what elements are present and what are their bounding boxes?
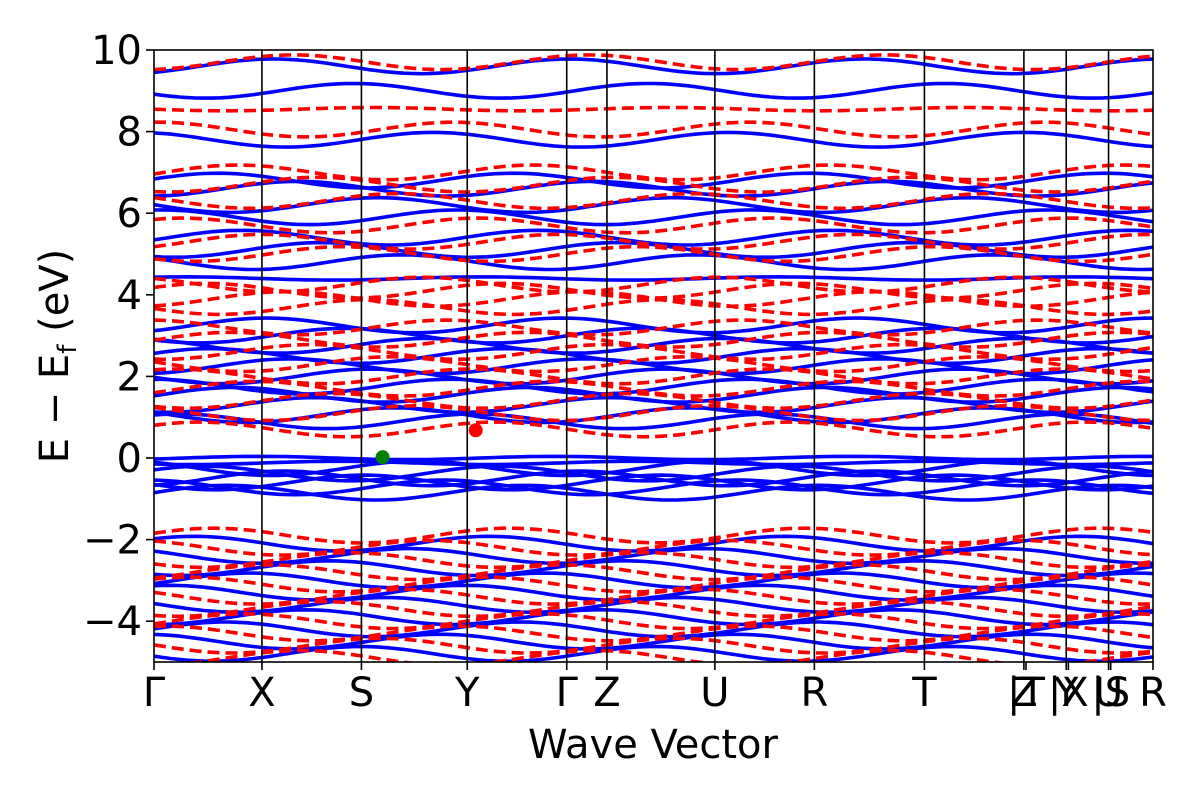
- dashed-band-10: [154, 289, 1153, 309]
- dashed-band-1: [154, 403, 1153, 423]
- x-tick-label-10: |T: [1007, 670, 1045, 716]
- dashed-band-31: [154, 636, 1153, 655]
- dashed-band-26: [154, 575, 1153, 594]
- dashed-band-21: [154, 53, 1153, 72]
- x-tick-label-13: U: [1094, 670, 1123, 716]
- x-tick-label-4: Γ: [556, 670, 579, 716]
- dashed-band-14: [154, 232, 1153, 251]
- dashed-band-30: [154, 624, 1153, 643]
- dashed-band-28: [154, 599, 1153, 619]
- dashed-band-5: [154, 354, 1153, 374]
- y-tick-label-1: −2: [83, 518, 142, 564]
- x-tick-label-15: R: [1139, 670, 1167, 716]
- solid-band-39: [154, 644, 1153, 662]
- solid-band-8: [154, 412, 1153, 431]
- dashed-band-18: [154, 163, 1153, 182]
- y-tick-label-6: 8: [117, 110, 142, 156]
- solid-band-6: [154, 459, 1153, 467]
- dashed-band-0: [154, 420, 1153, 439]
- y-tick-label-5: 6: [117, 191, 142, 237]
- dashed-band-4: [154, 367, 1153, 386]
- x-tick-label-7: R: [800, 670, 828, 716]
- y-tick-label-4: 4: [117, 273, 142, 319]
- solid-band-23: [154, 208, 1153, 227]
- solid-band-15: [154, 346, 1153, 366]
- dashed-band-24: [154, 550, 1153, 570]
- dashed-band-20: [154, 105, 1153, 113]
- dashed-band-32: [183, 648, 1153, 662]
- dashed-band-19: [154, 120, 1153, 139]
- dashed-band-9: [154, 297, 1153, 317]
- plot-frame: [153, 49, 1154, 663]
- y-tick-label-7: 10: [91, 28, 142, 74]
- solid-band-28: [154, 81, 1153, 100]
- x-tick-label-1: X: [248, 670, 275, 716]
- y-tick-label-3: 2: [117, 354, 142, 400]
- x-tick-label-9: Z: [1010, 670, 1037, 716]
- dashed-band-17: [154, 175, 1153, 194]
- solid-band-4: [154, 464, 1153, 483]
- dashed-band-3: [154, 379, 1153, 398]
- solid-band-18: [154, 316, 1153, 335]
- solid-band-30: [154, 534, 1153, 553]
- dashed-band-11: [154, 281, 1153, 300]
- x-tick-label-5: Z: [593, 670, 620, 716]
- x-tick-label-6: U: [700, 670, 729, 716]
- dashed-band-13: [154, 244, 1153, 264]
- y-tick-label-2: 0: [117, 436, 142, 482]
- high-symmetry-lines: [261, 50, 1110, 662]
- solid-band-11: [154, 385, 1153, 404]
- solid-band-16: [154, 336, 1153, 355]
- y-axis-label: E − Ef (eV): [32, 249, 83, 464]
- markers-layer: [375, 423, 483, 465]
- x-tick-label-14: |S: [1091, 670, 1130, 716]
- solid-band-27: [154, 130, 1153, 149]
- band-extremum-marker-1: [468, 423, 483, 438]
- y-axis-ticks: −4 −2 0 2 4 6 8 10: [83, 28, 154, 645]
- dashed-band-12: [154, 275, 1153, 294]
- x-tick-label-12: |X: [1048, 670, 1089, 716]
- dashed-band-6: [154, 342, 1153, 362]
- x-tick-label-2: S: [349, 670, 374, 716]
- solid-band-7: [154, 454, 1153, 462]
- dashed-band-29: [154, 612, 1153, 631]
- solid-band-29: [154, 57, 1153, 76]
- dashed-band-25: [154, 563, 1153, 582]
- x-tick-label-8: T: [911, 670, 937, 716]
- solid-band-31: [154, 546, 1153, 566]
- dashed-band-15: [154, 216, 1153, 235]
- band-extremum-marker-0: [375, 450, 390, 465]
- solid-band-20: [154, 252, 1153, 272]
- x-tick-label-3: Y: [454, 670, 480, 716]
- dashed-band-2: [154, 391, 1153, 411]
- dashed-band-8: [154, 318, 1153, 337]
- solid-band-32: [154, 558, 1153, 578]
- bands-layer: [154, 53, 1153, 662]
- solid-band-36: [154, 607, 1153, 627]
- x-axis-label: Wave Vector: [528, 722, 779, 768]
- y-tick-label-0: −4: [83, 599, 142, 645]
- dashed-band-7: [154, 330, 1153, 349]
- x-tick-label-0: Γ: [143, 670, 166, 716]
- dashed-band-16: [154, 191, 1153, 211]
- x-tick-label-11: Y: [1053, 670, 1079, 716]
- x-axis-ticks: Γ X S Y Γ Z U R T Z|T Y|X U|S R: [143, 662, 1167, 716]
- dashed-band-27: [154, 587, 1153, 606]
